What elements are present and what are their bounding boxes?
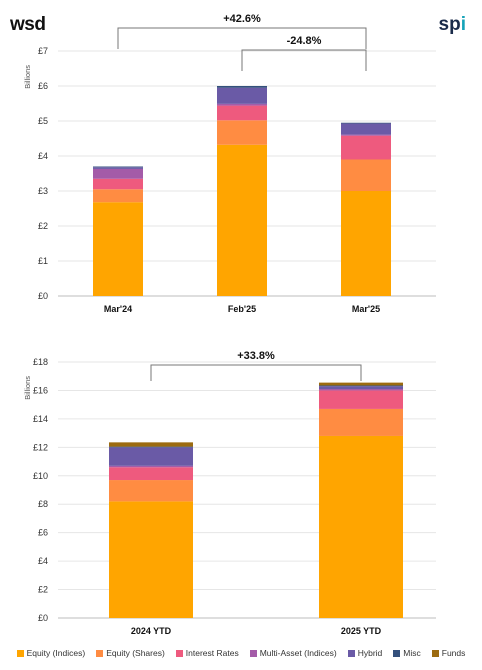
- bar-segment: [109, 501, 193, 618]
- legend-swatch: [175, 649, 183, 657]
- legend-item: Funds: [431, 648, 466, 658]
- y-tick-label: £10: [33, 471, 48, 481]
- legend-swatch: [249, 649, 257, 657]
- bar-segment: [319, 389, 403, 391]
- legend-label: Multi-Asset (Indices): [259, 648, 337, 658]
- bar-segment: [217, 103, 267, 106]
- y-tick-label: £0: [38, 613, 48, 623]
- x-category-label: Feb'25: [228, 304, 256, 314]
- y-tick-label: £5: [38, 116, 48, 126]
- legend-label: Misc: [403, 648, 421, 658]
- growth-bracket: [150, 364, 362, 381]
- bar-segment: [341, 191, 391, 296]
- bar-segment: [217, 87, 267, 104]
- spi-logo: spi: [439, 14, 466, 36]
- bar-segment: [341, 122, 391, 124]
- legend-label: Hybrid: [357, 648, 383, 658]
- bar-segment: [109, 446, 193, 448]
- x-category-label: 2024 YTD: [131, 626, 172, 636]
- legend-item: Hybrid: [347, 648, 383, 658]
- x-category-label: Mar'24: [104, 304, 132, 314]
- y-tick-label: £4: [38, 151, 48, 161]
- bar-segment: [93, 178, 143, 190]
- legend-label: Equity (Indices): [26, 648, 86, 658]
- legend-label: Equity (Shares): [106, 648, 165, 658]
- y-tick-label: £12: [33, 442, 48, 452]
- y-tick-label: £2: [38, 221, 48, 231]
- bar-segment: [93, 166, 143, 168]
- y-tick-label: £1: [38, 256, 48, 266]
- charts-canvas: £0 £1 £2 £3 £4 £5 £6 £7 Billions Mar'24 Feb'25 Mar'…: [23, 13, 436, 636]
- legend-swatch: [347, 649, 355, 657]
- legend: Equity (Indices) Equity (Shares) Interest …: [0, 648, 482, 658]
- legend-swatch: [96, 649, 104, 657]
- legend-item: Misc: [393, 648, 421, 658]
- y-tick-label: £6: [38, 528, 48, 538]
- growth-bracket: [241, 49, 367, 71]
- bar-segment: [109, 467, 193, 481]
- bar-segment: [217, 86, 267, 88]
- bar-segment: [217, 120, 267, 145]
- y-axis-label: Billions: [23, 376, 32, 400]
- y-tick-label: £4: [38, 556, 48, 566]
- y-tick-label: £6: [38, 81, 48, 91]
- legend-swatch: [431, 649, 439, 657]
- bar-segment: [341, 134, 391, 136]
- bar-segment: [341, 123, 391, 135]
- bar-segment: [319, 390, 403, 409]
- bar-segment: [217, 105, 267, 121]
- y-axis-label: Billions: [23, 65, 32, 89]
- bar-segment: [341, 135, 391, 160]
- y-tick-label: £0: [38, 291, 48, 301]
- bar-segment: [93, 167, 143, 169]
- x-category-label: Mar'25: [352, 304, 380, 314]
- y-tick-label: £18: [33, 357, 48, 367]
- legend-item: Equity (Indices): [16, 648, 86, 658]
- growth-annotation: +33.8%: [237, 350, 275, 362]
- bar-segment: [319, 408, 403, 436]
- bar-segment: [217, 144, 267, 296]
- wsd-logo: wsd: [10, 14, 46, 35]
- legend-item: Multi-Asset (Indices): [249, 648, 337, 658]
- spi-logo-main: sp: [438, 14, 461, 35]
- y-tick-label: £14: [33, 414, 48, 424]
- bar-segment: [109, 447, 193, 466]
- bar-segment: [93, 168, 143, 179]
- legend-label: Funds: [441, 648, 466, 658]
- bar-segment: [109, 480, 193, 502]
- legend-label: Interest Rates: [185, 648, 239, 658]
- bar-segment: [319, 435, 403, 618]
- y-tick-label: £7: [38, 46, 48, 56]
- bar-segment: [109, 465, 193, 468]
- bar-segment: [319, 382, 403, 386]
- spi-logo-accent: i: [460, 14, 466, 35]
- bar-segment: [93, 189, 143, 203]
- bar-segment: [109, 442, 193, 447]
- bar-segment: [319, 386, 403, 390]
- legend-item: Equity (Shares): [96, 648, 165, 658]
- y-tick-label: £3: [38, 186, 48, 196]
- bar-segment: [341, 159, 391, 191]
- y-tick-label: £8: [38, 499, 48, 509]
- y-tick-label: £16: [33, 385, 48, 395]
- legend-swatch: [393, 649, 401, 657]
- growth-annotation: -24.8%: [287, 35, 322, 47]
- bar-segment: [319, 385, 403, 387]
- legend-item: Interest Rates: [175, 648, 239, 658]
- growth-annotation: +42.6%: [223, 13, 261, 25]
- y-tick-label: £2: [38, 585, 48, 595]
- x-category-label: 2025 YTD: [341, 626, 382, 636]
- bar-segment: [93, 202, 143, 296]
- legend-swatch: [16, 649, 24, 657]
- growth-bracket: [117, 27, 367, 49]
